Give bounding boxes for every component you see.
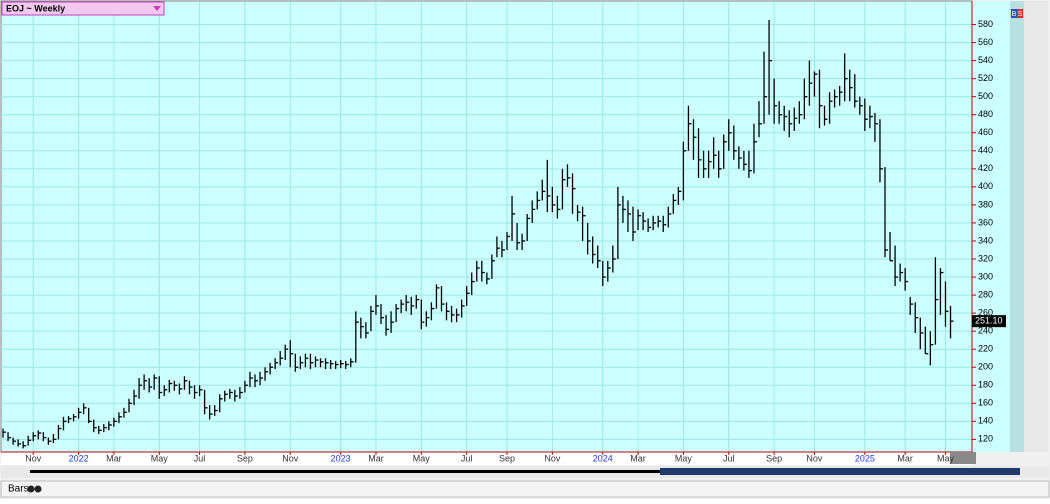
y-tick-label: 560 xyxy=(978,37,993,47)
x-tick-label: May xyxy=(413,453,431,463)
y-tick-label: 540 xyxy=(978,55,993,65)
y-tick-label: 180 xyxy=(978,380,993,390)
sell-button[interactable] xyxy=(1017,9,1023,18)
x-tick-label: Jul xyxy=(461,453,473,463)
x-tick-label: May xyxy=(937,453,955,463)
buy-label[interactable]: B xyxy=(1012,11,1017,18)
x-axis-strip xyxy=(1,452,972,465)
y-tick-label: 140 xyxy=(978,416,993,426)
y-tick-label: 300 xyxy=(978,271,993,281)
y-tick-label: 360 xyxy=(978,217,993,227)
y-tick-label: 420 xyxy=(978,163,993,173)
y-tick-label: 380 xyxy=(978,199,993,209)
scroll-track xyxy=(30,470,1020,473)
x-tick-label: Jul xyxy=(194,453,206,463)
x-tick-label: Mar xyxy=(897,453,913,463)
last-price-label: 251.10 xyxy=(975,316,1003,326)
x-tick-label: 2024 xyxy=(593,453,613,463)
side-panel xyxy=(1024,1,1048,452)
x-tick-label: 2023 xyxy=(331,453,351,463)
toggle-icon[interactable] xyxy=(27,485,35,493)
scroll-end xyxy=(950,452,976,464)
y-tick-label: 400 xyxy=(978,181,993,191)
y-axis-strip xyxy=(972,1,1010,452)
x-tick-label: Nov xyxy=(25,453,42,463)
buy-button[interactable] xyxy=(1011,9,1017,18)
x-tick-label: Sep xyxy=(237,453,253,463)
last-price-box xyxy=(972,315,1006,328)
side-strip xyxy=(1010,1,1024,452)
y-tick-label: 260 xyxy=(978,307,993,317)
y-tick-label: 240 xyxy=(978,326,993,336)
y-tick-label: 460 xyxy=(978,127,993,137)
y-tick-label: 340 xyxy=(978,235,993,245)
x-tick-label: 2025 xyxy=(855,453,875,463)
x-tick-label: May xyxy=(151,453,169,463)
x-tick-label: Sep xyxy=(766,453,782,463)
y-tick-label: 280 xyxy=(978,289,993,299)
x-tick-label: Mar xyxy=(106,453,122,463)
y-tick-label: 160 xyxy=(978,398,993,408)
x-tick-label: May xyxy=(675,453,693,463)
y-tick-label: 440 xyxy=(978,145,993,155)
x-tick-label: Mar xyxy=(368,453,384,463)
y-tick-label: 200 xyxy=(978,362,993,372)
y-tick-label: 580 xyxy=(978,19,993,29)
scroll-thumb[interactable] xyxy=(660,468,1020,475)
chart-type-label[interactable]: Bars xyxy=(8,484,29,495)
x-tick-label: Jul xyxy=(723,453,735,463)
x-tick-label: Nov xyxy=(544,453,561,463)
dropdown-arrow[interactable] xyxy=(153,6,161,11)
x-tick-label: Nov xyxy=(806,453,823,463)
y-tick-label: 220 xyxy=(978,344,993,354)
y-tick-label: 480 xyxy=(978,109,993,119)
y-tick-label: 500 xyxy=(978,91,993,101)
x-tick-label: Sep xyxy=(499,453,515,463)
y-tick-label: 120 xyxy=(978,434,993,444)
y-tick-label: 520 xyxy=(978,73,993,83)
chart-title: EOJ ~ Weekly xyxy=(6,3,65,13)
y-tick-label: 320 xyxy=(978,253,993,263)
x-tick-label: 2022 xyxy=(69,453,89,463)
x-tick-label: Mar xyxy=(630,453,646,463)
toggle-icon[interactable] xyxy=(34,485,42,493)
sell-label[interactable]: S xyxy=(1018,11,1023,18)
symbol-box[interactable] xyxy=(1,1,165,16)
status-bar xyxy=(0,480,1050,498)
plot-area xyxy=(0,0,973,453)
x-tick-label: Nov xyxy=(282,453,299,463)
